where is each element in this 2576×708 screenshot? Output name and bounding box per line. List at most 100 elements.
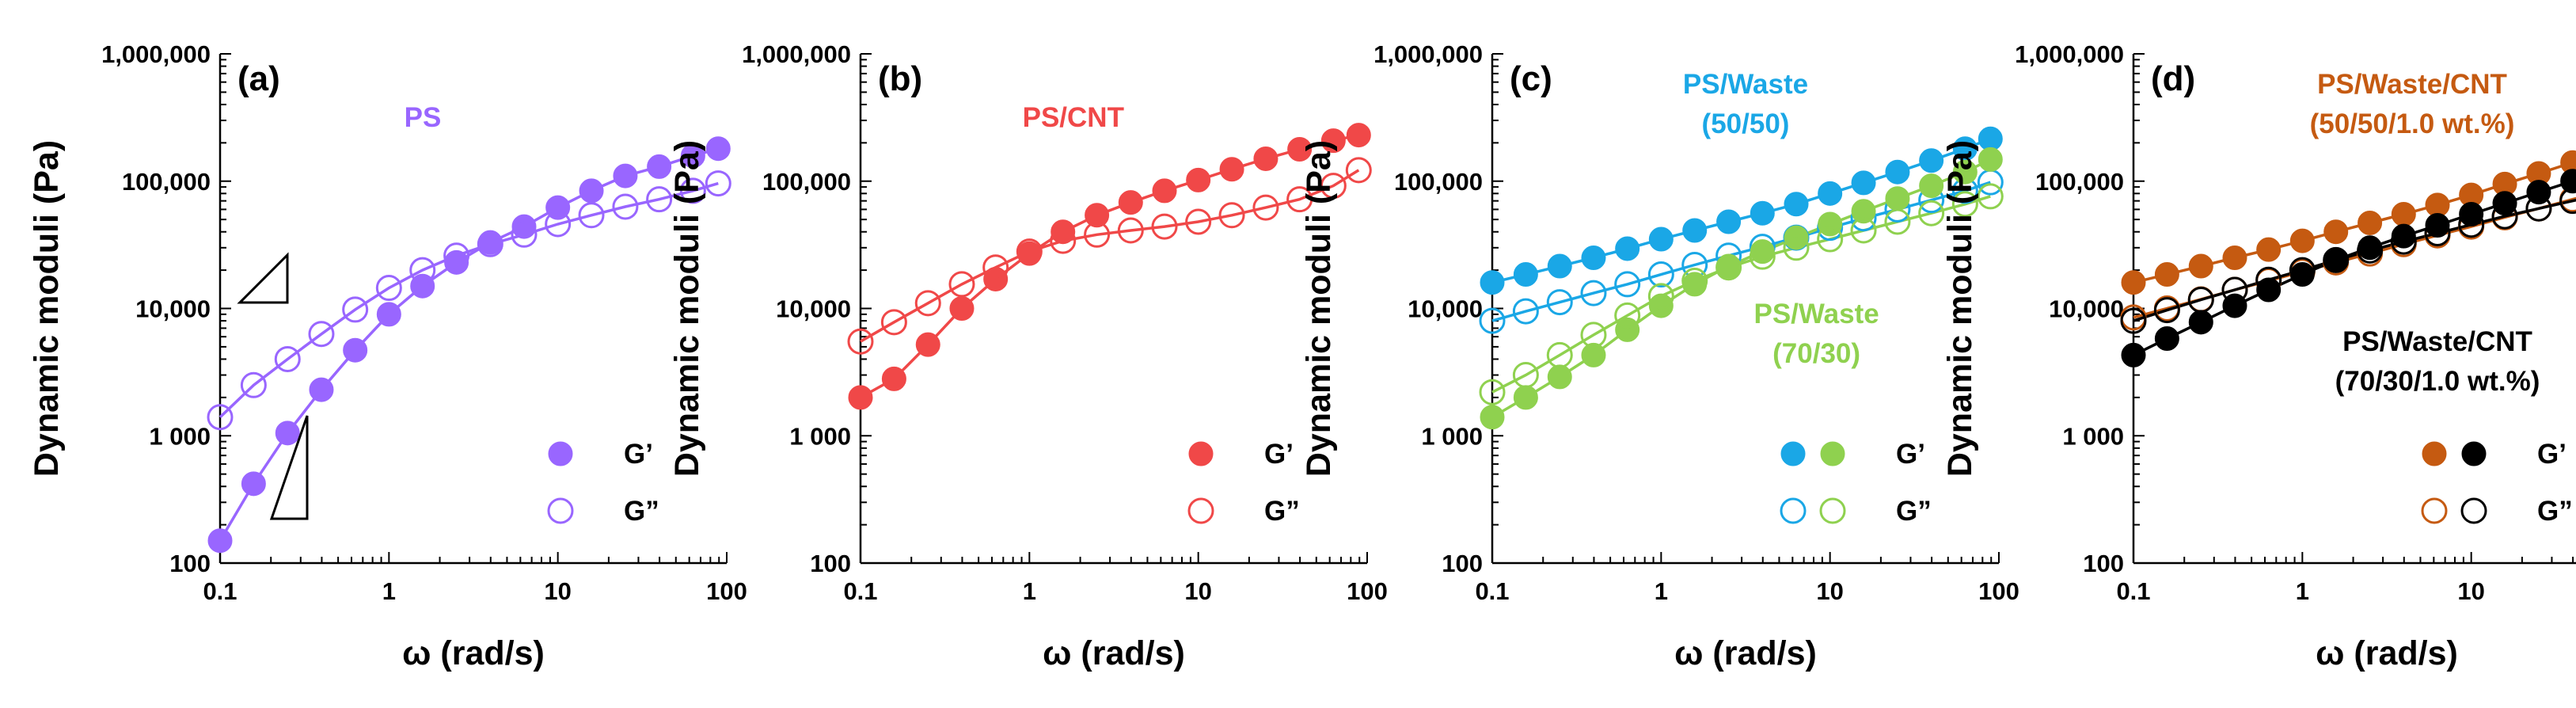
series-fit-line	[2133, 178, 2576, 356]
y-tick-label: 10,000	[2049, 295, 2124, 323]
series-fit-line	[218, 181, 719, 419]
sample-label: PS/Waste	[1753, 299, 1879, 329]
g-prime-point	[2560, 169, 2576, 194]
legend-label-g-prime: G’	[624, 439, 653, 470]
y-tick-label: 100,000	[2035, 168, 2124, 196]
legend-label-g-prime: G’	[2537, 439, 2567, 470]
x-tick-label: 100	[1347, 577, 1388, 605]
g-double-prime-point	[948, 271, 975, 298]
g-prime-point	[1716, 209, 1742, 234]
y-tick-label: 100	[1442, 550, 1483, 577]
g-double-prime-point	[1951, 191, 1978, 218]
g-prime-point	[1118, 190, 1143, 215]
g-prime-point	[1851, 199, 1876, 224]
g-prime-point	[1615, 236, 1640, 261]
y-axis-title: Dynamic moduli (Pa)	[1941, 140, 1979, 477]
g-prime-point	[1818, 181, 1843, 206]
g-prime-point	[2459, 201, 2484, 226]
legend-marker-filled	[1820, 441, 1845, 466]
g-double-prime-point	[2525, 195, 2552, 222]
g-prime-point	[848, 385, 873, 410]
series-fit-line	[860, 133, 1359, 399]
g-double-prime-point	[2458, 211, 2485, 238]
g-prime-point	[343, 337, 368, 363]
legend-marker-filled	[1780, 441, 1806, 466]
g-prime-point	[2425, 212, 2450, 238]
y-tick-label: 10,000	[135, 295, 211, 323]
legend-label-g-double-prime: G”	[2537, 496, 2573, 527]
g-double-prime-point	[1715, 254, 1742, 281]
g-double-prime-point	[1512, 298, 1539, 325]
g-prime-point	[1152, 178, 1177, 204]
x-tick-label: 10	[2457, 577, 2484, 605]
g-prime-point	[1346, 123, 1371, 148]
g-double-prime-point	[1345, 157, 1372, 184]
legend-marker-filled	[1188, 441, 1214, 466]
series-fit-line	[860, 169, 1360, 343]
slope-triangle-1	[237, 252, 289, 304]
sample-label: PS/Waste	[1683, 69, 1808, 100]
g-prime-point	[1885, 159, 1910, 185]
g-double-prime-point	[443, 242, 470, 269]
g-double-prime-point	[1977, 183, 2004, 210]
g-prime-point	[1919, 148, 1944, 173]
x-tick-label: 1	[1655, 577, 1668, 605]
legend-marker-open	[1780, 497, 1807, 524]
g-prime-point	[1851, 170, 1876, 196]
g-double-prime-point	[2221, 276, 2248, 303]
g-double-prime-point	[409, 257, 436, 284]
g-double-prime-point	[1884, 208, 1911, 235]
g-double-prime-point	[2153, 297, 2180, 324]
g-double-prime-point	[274, 345, 301, 372]
g-double-prime-point	[477, 230, 503, 257]
x-tick-label: 1	[382, 577, 396, 605]
g-double-prime-point	[2187, 287, 2214, 314]
y-tick-label: 100,000	[762, 168, 851, 196]
g-prime-point	[2323, 219, 2349, 245]
legend-marker-open	[2421, 497, 2448, 524]
g-prime-point	[881, 366, 906, 391]
y-tick-label: 1 000	[149, 422, 211, 450]
g-double-prime-point	[1084, 221, 1111, 248]
g-double-prime-point	[1286, 186, 1313, 213]
y-tick-label: 100,000	[122, 168, 211, 196]
g-double-prime-point	[1681, 268, 1708, 295]
g-prime-point	[1186, 167, 1211, 192]
y-tick-label: 100	[810, 550, 851, 577]
x-tick-label: 10	[1816, 577, 1843, 605]
g-double-prime-point	[2390, 228, 2417, 255]
y-tick-label: 1,000,000	[2015, 40, 2124, 68]
g-prime-point	[2256, 237, 2282, 262]
g-double-prime-point	[914, 290, 941, 317]
g-prime-point	[1952, 159, 1978, 185]
g-prime-point	[1287, 136, 1313, 162]
sample-label: PS	[405, 102, 442, 133]
x-tick-label: 100	[1978, 577, 2019, 605]
g-double-prime-point	[1185, 208, 1212, 235]
y-tick-label: 1 000	[1421, 422, 1483, 450]
g-double-prime-point	[1117, 217, 1144, 244]
g-prime-point	[2154, 326, 2179, 352]
g-prime-point	[2222, 246, 2247, 271]
x-tick-label: 0.1	[203, 577, 237, 605]
legend-label-g-double-prime: G”	[1264, 496, 1300, 527]
g-prime-point	[511, 214, 537, 239]
g-double-prime-point	[545, 211, 572, 238]
g-prime-point	[1547, 364, 1572, 390]
g-double-prime-point	[2357, 237, 2384, 264]
sample-label: PS/CNT	[1023, 102, 1124, 133]
x-tick-label: 10	[544, 577, 571, 605]
series-fit-line	[1491, 195, 1991, 394]
sample-label: (50/50/1.0 wt.%)	[2310, 108, 2515, 139]
g-prime-point	[680, 143, 705, 169]
g-prime-point	[2256, 277, 2282, 303]
y-tick-label: 1,000,000	[742, 40, 851, 68]
g-prime-point	[2188, 253, 2213, 279]
g-double-prime-point	[1050, 227, 1077, 254]
panel-label: (c)	[1510, 59, 1552, 98]
g-prime-point	[2154, 262, 2179, 287]
g-prime-point	[2188, 310, 2213, 335]
legend-marker-open	[547, 497, 574, 524]
g-prime-point	[207, 528, 233, 554]
